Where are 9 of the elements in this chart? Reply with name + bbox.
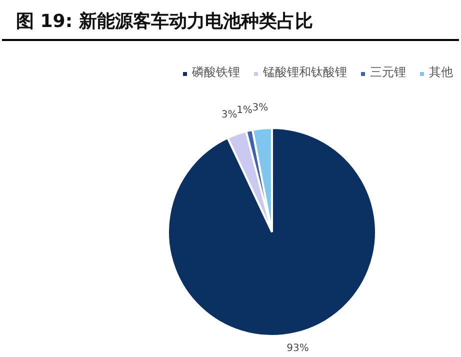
data-label: 3% bbox=[252, 102, 268, 114]
data-label: 93% bbox=[286, 343, 309, 354]
data-label: 3% bbox=[221, 109, 238, 120]
chart-title: 图 19: 新能源客车动力电池种类占比 bbox=[16, 11, 313, 32]
legend-label: 磷酸铁锂 bbox=[191, 65, 240, 79]
legend-label: 三元锂 bbox=[370, 65, 406, 79]
legend-label: 锰酸锂和钛酸锂 bbox=[262, 65, 347, 79]
data-label: 1% bbox=[236, 105, 252, 116]
legend-label: 其他 bbox=[429, 65, 453, 79]
